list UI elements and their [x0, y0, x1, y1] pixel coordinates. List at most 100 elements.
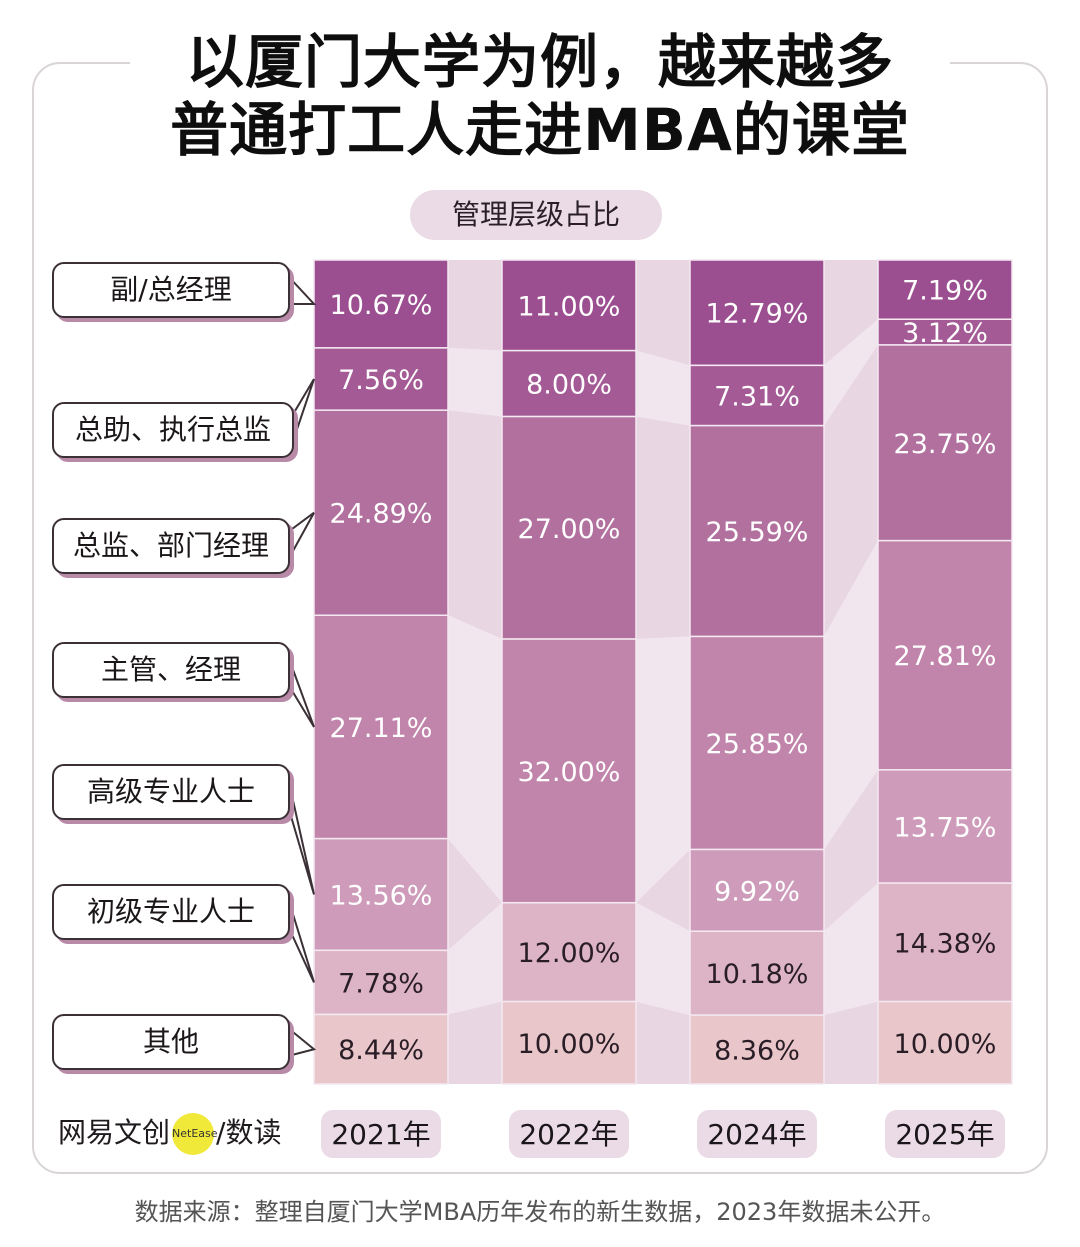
- legend-pointer: [287, 655, 315, 728]
- year-pill: [885, 1110, 1005, 1158]
- data-label: 7.78%: [338, 968, 424, 999]
- bar-segment: [689, 930, 825, 1016]
- year-pill: [321, 1110, 441, 1158]
- legend-label: 总助、执行总监: [52, 402, 294, 458]
- flow-band: [824, 883, 878, 1016]
- legend-label: 初级专业人士: [52, 884, 290, 940]
- bar-segment: [877, 344, 1013, 542]
- x-tick-label: 2025年: [895, 1118, 994, 1151]
- bar-segment: [877, 259, 1013, 320]
- legend-pointer: [291, 378, 315, 445]
- title-block: 以厦门大学为例，越来越多 普通打工人走进MBA的课堂: [130, 28, 950, 164]
- flow-band: [636, 1001, 690, 1084]
- data-label: 27.00%: [518, 514, 621, 545]
- year-pill: [509, 1110, 629, 1158]
- bar-segment: [689, 364, 825, 427]
- flow-band: [448, 615, 502, 903]
- subtitle-pill: 管理层级占比: [410, 190, 662, 240]
- flow-band: [636, 416, 690, 640]
- legend-pointer: [287, 275, 317, 305]
- title-line-1: 以厦门大学为例，越来越多: [185, 28, 894, 96]
- flow-band: [824, 344, 878, 637]
- data-label: 10.18%: [706, 959, 809, 990]
- bar-segment: [877, 539, 1013, 771]
- legend-pointer: [287, 777, 315, 895]
- title-line-2: 普通打工人走进MBA的课堂: [170, 96, 910, 164]
- bar-segment: [689, 259, 825, 367]
- flow-band: [636, 260, 690, 366]
- flow-band: [824, 769, 878, 932]
- x-tick-label: 2024年: [707, 1118, 806, 1151]
- data-label: 13.75%: [894, 812, 997, 843]
- flow-band: [448, 838, 502, 951]
- data-label: 25.59%: [706, 517, 809, 548]
- x-tick-label: 2021年: [331, 1118, 430, 1151]
- data-label: 12.00%: [518, 938, 621, 969]
- bar-segment: [501, 638, 637, 904]
- legend-pointer: [287, 1027, 317, 1057]
- flow-band: [824, 540, 878, 850]
- bar-segment: [689, 848, 825, 932]
- brand-badge-icon: NetEase: [172, 1113, 218, 1155]
- data-label: 3.12%: [902, 318, 988, 349]
- data-label: 8.44%: [338, 1035, 424, 1066]
- flow-band: [636, 636, 690, 903]
- x-tick-label: 2022年: [519, 1118, 618, 1151]
- bar-segment: [689, 635, 825, 851]
- bar-segment: [501, 259, 637, 352]
- flow-band: [448, 1001, 502, 1084]
- data-label: 7.31%: [714, 382, 800, 413]
- flow-band: [824, 1001, 878, 1084]
- legend-label: 高级专业人士: [52, 764, 290, 820]
- data-label: 23.75%: [894, 429, 997, 460]
- data-label: 25.85%: [706, 729, 809, 760]
- legend-pointer: [287, 897, 315, 983]
- bar-segment: [501, 1000, 637, 1085]
- data-label: 13.56%: [330, 880, 433, 911]
- flow-band: [636, 902, 690, 1016]
- flow-band: [636, 849, 690, 932]
- brand-logo: 网易文创 NetEase/数读: [58, 1112, 282, 1155]
- bar-segment: [877, 1000, 1013, 1085]
- flow-band: [448, 347, 502, 417]
- bar-segment: [501, 349, 637, 418]
- data-label: 8.00%: [526, 370, 612, 401]
- data-label: 32.00%: [518, 757, 621, 788]
- bar-segment: [501, 415, 637, 640]
- flow-band: [448, 260, 502, 351]
- bar-segment: [313, 347, 449, 411]
- bar-segment: [313, 614, 449, 840]
- bar-segment: [689, 1014, 825, 1085]
- data-label: 10.67%: [330, 290, 433, 321]
- data-label: 8.36%: [714, 1036, 800, 1067]
- data-label: 9.92%: [714, 876, 800, 907]
- brand-section: /数读: [216, 1116, 282, 1149]
- data-label: 11.00%: [518, 291, 621, 322]
- legend-label: 主管、经理: [52, 642, 290, 698]
- data-label: 14.38%: [894, 928, 997, 959]
- legend-label: 总监、部门经理: [52, 518, 290, 574]
- year-pill: [697, 1110, 817, 1158]
- data-label: 10.00%: [518, 1029, 621, 1060]
- legend-label: 其他: [52, 1014, 290, 1070]
- bar-segment: [689, 424, 825, 638]
- flow-band: [824, 260, 878, 366]
- legend-label: 副/总经理: [52, 262, 290, 318]
- bar-segment: [877, 882, 1013, 1003]
- data-label: 7.19%: [902, 276, 988, 307]
- bar-segment: [313, 259, 449, 349]
- data-label: 10.00%: [894, 1029, 997, 1060]
- legend-pointer: [287, 511, 315, 561]
- bar-segment: [877, 769, 1013, 884]
- data-label: 24.89%: [330, 499, 433, 530]
- data-label: 27.11%: [330, 713, 433, 744]
- source-note: 数据来源：整理自厦门大学MBA历年发布的新生数据，2023年数据未公开。: [134, 1198, 946, 1226]
- bar-segment: [313, 409, 449, 617]
- flow-band: [636, 350, 690, 426]
- flow-band: [824, 319, 878, 426]
- brand-name: 网易文创: [58, 1116, 171, 1149]
- data-label: 27.81%: [894, 641, 997, 672]
- data-label: 12.79%: [706, 299, 809, 330]
- flow-band: [448, 902, 502, 1015]
